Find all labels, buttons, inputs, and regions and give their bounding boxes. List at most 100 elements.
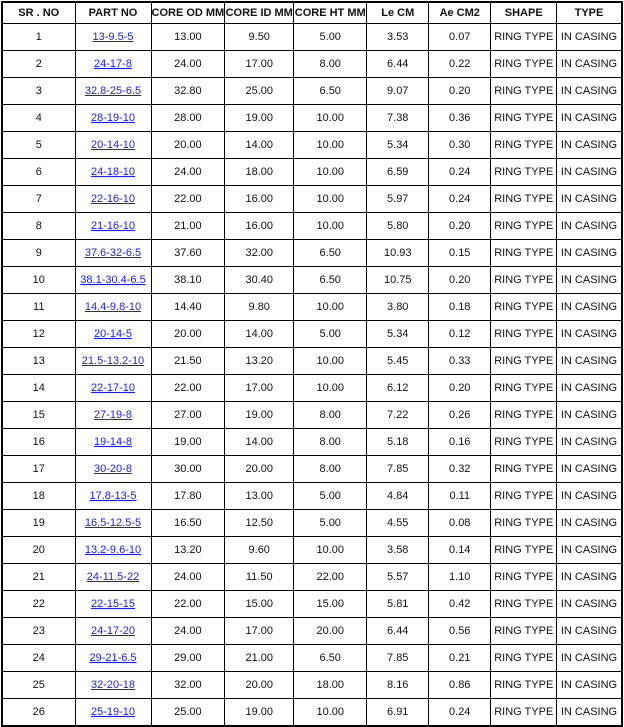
cell-sr-no: 3 <box>1 77 76 105</box>
cell-part-no: 22-15-15 <box>74 590 152 618</box>
part-no-link[interactable]: 16.5-12.5-5 <box>84 517 142 529</box>
cell-core-ht: 6.50 <box>293 266 368 294</box>
cell-type: IN CASING <box>556 266 623 294</box>
cell-shape: RING TYPE <box>490 131 558 159</box>
part-no-link[interactable]: 24-11.5-22 <box>86 571 140 583</box>
cell-le-cm: 3.80 <box>366 293 430 321</box>
cell-part-no: 32.8-25-6.5 <box>74 77 152 105</box>
cell-part-no: 20-14-5 <box>74 320 152 348</box>
cell-ae-cm2: 0.32 <box>428 455 492 483</box>
part-no-link[interactable]: 14.4-9.8-10 <box>84 301 142 313</box>
cell-ae-cm2: 0.24 <box>428 698 492 727</box>
cell-part-no: 21.5-13.2-10 <box>74 347 152 375</box>
part-no-link[interactable]: 21.5-13.2-10 <box>81 355 145 367</box>
table-row: 13 21.5-13.2-10 21.50 13.20 10.00 5.45 0.33 RIN… <box>1 347 623 375</box>
cell-part-no: 13.2-9.6-10 <box>74 536 152 564</box>
cell-core-ht: 10.00 <box>293 536 368 564</box>
part-no-link[interactable]: 32.8-25-6.5 <box>84 85 142 97</box>
part-no-link[interactable]: 19-14-8 <box>94 436 132 448</box>
cell-part-no: 24-11.5-22 <box>74 563 152 591</box>
cell-le-cm: 6.44 <box>366 617 430 645</box>
cell-sr-no: 16 <box>1 428 76 456</box>
cell-part-no: 28-19-10 <box>74 104 152 132</box>
cell-ae-cm2: 0.07 <box>428 23 492 51</box>
cell-le-cm: 7.85 <box>366 644 430 672</box>
part-no-link[interactable]: 22-16-10 <box>90 193 136 205</box>
cell-le-cm: 4.84 <box>366 482 430 510</box>
cell-core-id: 17.00 <box>224 50 295 78</box>
cell-core-od: 13.20 <box>150 536 226 564</box>
cell-part-no: 32-20-18 <box>74 671 152 699</box>
cell-le-cm: 7.38 <box>366 104 430 132</box>
part-no-link[interactable]: 17.8-13-5 <box>89 490 137 502</box>
cell-le-cm: 10.93 <box>366 239 430 267</box>
part-no-link[interactable]: 20-14-10 <box>90 139 136 151</box>
cell-ae-cm2: 0.15 <box>428 239 492 267</box>
cell-core-od: 21.50 <box>150 347 226 375</box>
part-no-link[interactable]: 30-20-8 <box>94 463 132 475</box>
part-no-link[interactable]: 32-20-18 <box>90 679 136 691</box>
cell-core-ht: 18.00 <box>293 671 368 699</box>
cell-core-id: 13.20 <box>224 347 295 375</box>
table-row: 12 20-14-5 20.00 14.00 5.00 5.34 0.12 RING TYPE… <box>1 320 623 348</box>
cell-core-id: 17.00 <box>224 617 295 645</box>
cell-le-cm: 5.97 <box>366 185 430 213</box>
part-no-link[interactable]: 38.1-30.4-6.5 <box>80 274 146 286</box>
part-no-link[interactable]: 22-15-15 <box>90 598 136 610</box>
cell-type: IN CASING <box>556 104 623 132</box>
part-no-link[interactable]: 24-17-20 <box>90 625 136 637</box>
cell-le-cm: 6.91 <box>366 698 430 727</box>
cell-core-id: 9.60 <box>224 536 295 564</box>
cell-core-id: 19.00 <box>224 104 295 132</box>
part-no-link[interactable]: 13-9.5-5 <box>92 31 134 43</box>
cell-ae-cm2: 0.42 <box>428 590 492 618</box>
part-no-link[interactable]: 24-17-8 <box>94 58 132 70</box>
cell-le-cm: 3.58 <box>366 536 430 564</box>
cell-type: IN CASING <box>556 482 623 510</box>
header-type: TYPE <box>556 1 623 24</box>
cell-core-od: 27.00 <box>150 401 226 429</box>
part-no-link[interactable]: 24-18-10 <box>90 166 136 178</box>
part-no-link[interactable]: 25-19-10 <box>90 706 136 718</box>
cell-part-no: 22-16-10 <box>74 185 152 213</box>
cell-shape: RING TYPE <box>490 590 558 618</box>
cell-le-cm: 5.80 <box>366 212 430 240</box>
part-no-link[interactable]: 22-17-10 <box>90 382 136 394</box>
cell-sr-no: 15 <box>1 401 76 429</box>
table-row: 10 38.1-30.4-6.5 38.10 30.40 6.50 10.75 0.20 RI… <box>1 266 623 294</box>
cell-core-ht: 6.50 <box>293 644 368 672</box>
cell-shape: RING TYPE <box>490 536 558 564</box>
part-no-link[interactable]: 37.6-32-6.5 <box>84 247 142 259</box>
table-row: 7 22-16-10 22.00 16.00 10.00 5.97 0.24 RING TYP… <box>1 185 623 213</box>
table-row: 21 24-11.5-22 24.00 11.50 22.00 5.57 1.10 RING … <box>1 563 623 591</box>
part-no-link[interactable]: 27-19-8 <box>94 409 132 421</box>
cell-shape: RING TYPE <box>490 293 558 321</box>
table-row: 3 32.8-25-6.5 32.80 25.00 6.50 9.07 0.20 RING T… <box>1 77 623 105</box>
cell-part-no: 17.8-13-5 <box>74 482 152 510</box>
part-no-link[interactable]: 13.2-9.6-10 <box>84 544 142 556</box>
table-row: 1 13-9.5-5 13.00 9.50 5.00 3.53 0.07 RING TYPE I… <box>1 23 623 51</box>
part-no-link[interactable]: 20-14-5 <box>94 328 132 340</box>
cell-type: IN CASING <box>556 590 623 618</box>
cell-le-cm: 6.12 <box>366 374 430 402</box>
cell-type: IN CASING <box>556 374 623 402</box>
cell-ae-cm2: 0.20 <box>428 77 492 105</box>
cell-ae-cm2: 0.30 <box>428 131 492 159</box>
cell-le-cm: 5.34 <box>366 131 430 159</box>
part-no-link[interactable]: 29-21-6.5 <box>89 652 137 664</box>
cell-shape: RING TYPE <box>490 428 558 456</box>
cell-part-no: 29-21-6.5 <box>74 644 152 672</box>
part-no-link[interactable]: 21-16-10 <box>90 220 136 232</box>
cell-type: IN CASING <box>556 698 623 727</box>
cell-le-cm: 6.59 <box>366 158 430 186</box>
cell-part-no: 21-16-10 <box>74 212 152 240</box>
cell-ae-cm2: 0.20 <box>428 374 492 402</box>
cell-core-od: 25.00 <box>150 698 226 727</box>
cell-core-od: 24.00 <box>150 158 226 186</box>
cell-core-ht: 5.00 <box>293 509 368 537</box>
part-no-link[interactable]: 28-19-10 <box>90 112 136 124</box>
cell-part-no: 24-18-10 <box>74 158 152 186</box>
cell-core-id: 21.00 <box>224 644 295 672</box>
cell-core-id: 11.50 <box>224 563 295 591</box>
